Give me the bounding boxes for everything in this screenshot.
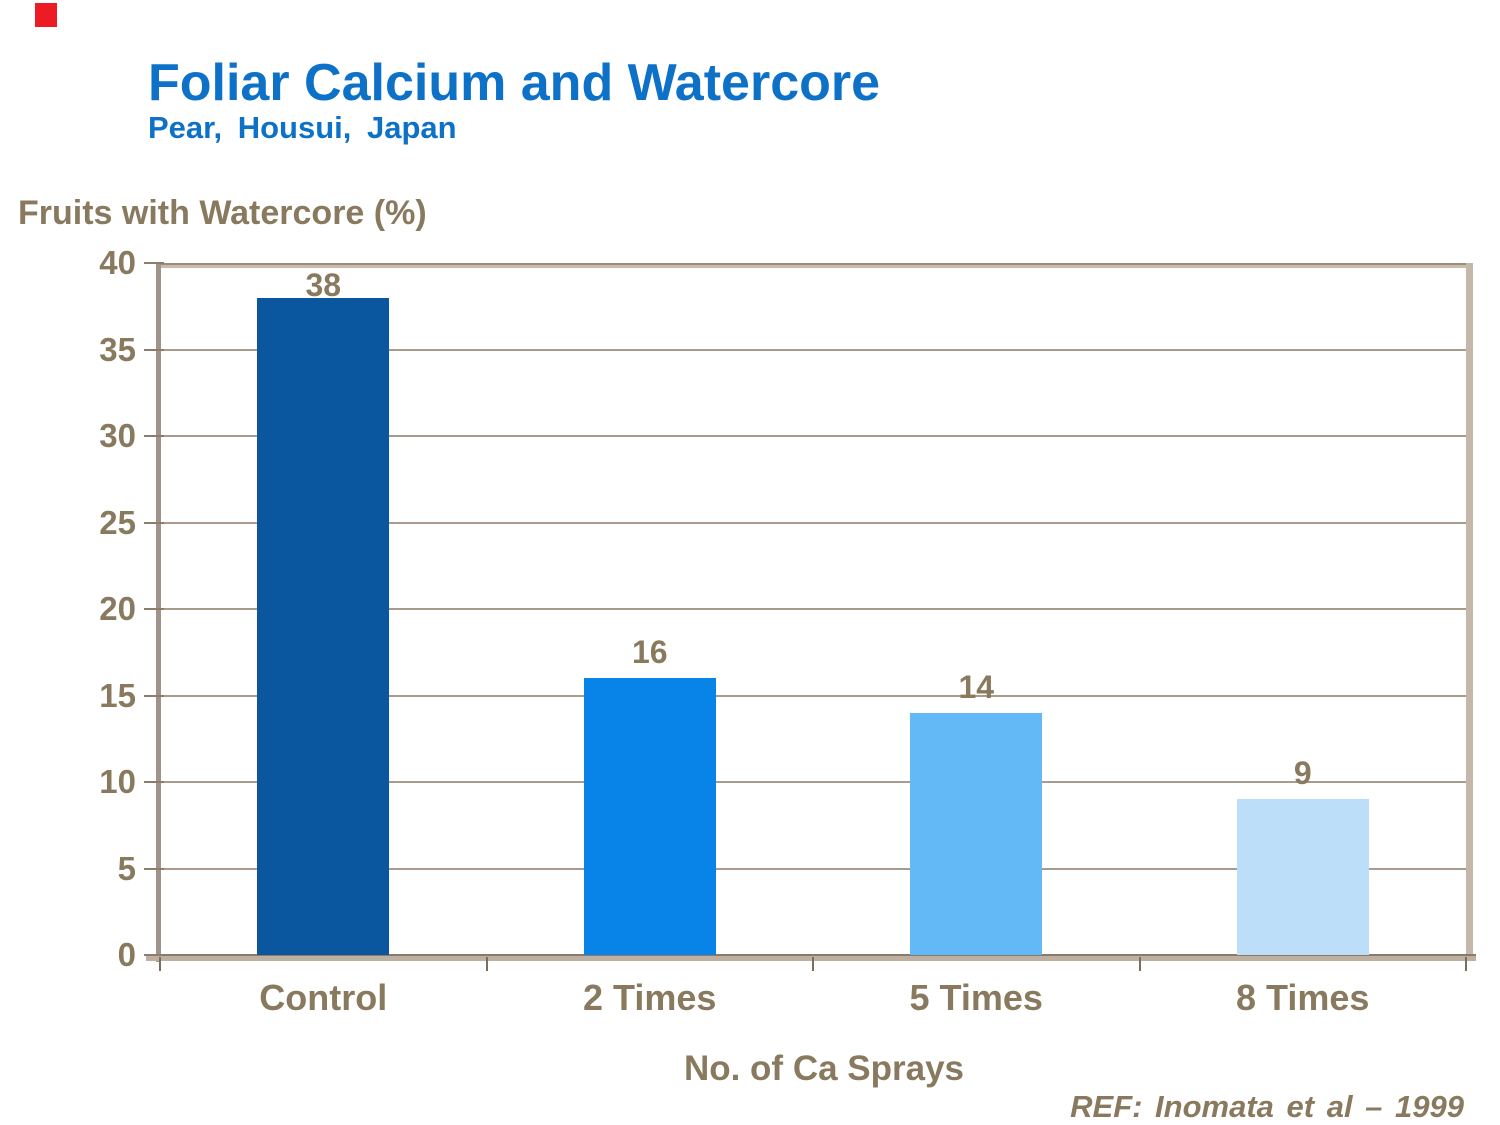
category-label-5-times: 5 Times xyxy=(909,977,1043,1018)
x-axis-tick-0 xyxy=(159,957,161,971)
bar-control xyxy=(257,297,390,955)
y-tick-label-25: 25 xyxy=(99,503,136,541)
bar-value-control: 38 xyxy=(305,267,342,303)
x-axis-tick-3 xyxy=(1138,957,1141,971)
y-axis-tick-35 xyxy=(144,348,164,351)
y-tick-label-10: 10 xyxy=(99,763,136,800)
x-axis-line xyxy=(146,954,1476,961)
y-axis-tick-30 xyxy=(144,435,164,437)
x-axis-tick-1 xyxy=(485,957,488,971)
gridline-15 xyxy=(160,694,1466,697)
y-axis-line xyxy=(156,263,161,962)
x-axis-tick-2 xyxy=(812,957,814,971)
red-corner-marker xyxy=(35,3,57,27)
y-axis-tick-20 xyxy=(144,608,164,610)
y-tick-label-40: 40 xyxy=(99,244,136,281)
y-axis-tick-15 xyxy=(144,694,164,697)
gridline-20 xyxy=(160,608,1466,610)
category-label-8-times: 8 Times xyxy=(1236,977,1370,1018)
plot-right-border xyxy=(1466,263,1473,957)
category-label-control: Control xyxy=(259,977,388,1018)
y-tick-label-20: 20 xyxy=(99,590,136,627)
y-axis-tick-5 xyxy=(144,867,164,870)
bar-8-times xyxy=(1236,799,1369,955)
y-tick-label-35: 35 xyxy=(99,330,136,368)
bar-value-5-times: 14 xyxy=(958,668,995,705)
bar-value-8-times: 9 xyxy=(1293,755,1312,792)
y-axis-tick-0 xyxy=(144,954,164,956)
gridline-10 xyxy=(160,781,1466,783)
category-label-2-times: 2 Times xyxy=(583,977,717,1018)
y-tick-label-30: 30 xyxy=(99,417,136,454)
y-tick-label-0: 0 xyxy=(117,936,136,973)
gridline-25 xyxy=(160,521,1466,524)
bar-5-times xyxy=(910,712,1043,955)
chart-subtitle: Pear, Housui, Japan xyxy=(148,110,457,145)
y-axis-tick-25 xyxy=(144,521,164,524)
reference-text: REF: Inomata et al – 1999 xyxy=(1070,1089,1464,1124)
y-tick-label-5: 5 xyxy=(117,849,136,887)
y-tick-label-15: 15 xyxy=(99,676,136,714)
y-axis-tick-10 xyxy=(144,781,164,783)
bar-value-2-times: 16 xyxy=(631,634,668,671)
bar-2-times xyxy=(583,678,716,955)
gridline-5 xyxy=(160,867,1466,870)
x-axis-tick-4 xyxy=(1465,957,1467,971)
y-axis-tick-40 xyxy=(144,262,164,264)
gridline-35 xyxy=(160,348,1466,351)
plot-top-border xyxy=(156,263,1466,268)
x-axis-title: No. of Ca Sprays xyxy=(683,1049,965,1088)
gridline-30 xyxy=(160,435,1466,437)
chart-title: Foliar Calcium and Watercore xyxy=(148,54,881,112)
y-axis-title: Fruits with Watercore (%) xyxy=(18,194,427,232)
